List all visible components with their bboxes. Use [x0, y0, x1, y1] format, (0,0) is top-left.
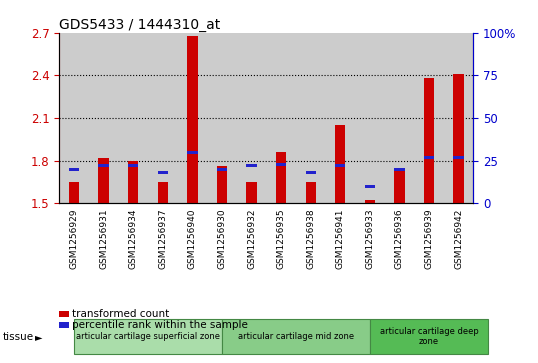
Bar [158, 182, 168, 203]
Bar [394, 168, 405, 171]
Bar [454, 74, 464, 203]
Bar [296, 33, 325, 203]
Bar [148, 33, 178, 203]
Bar [306, 182, 316, 203]
Bar [217, 166, 227, 203]
Bar [128, 164, 138, 167]
Bar [266, 33, 296, 203]
Bar [335, 125, 345, 203]
Bar [98, 164, 109, 167]
Text: percentile rank within the sample: percentile rank within the sample [72, 320, 247, 330]
Bar [454, 156, 464, 159]
Bar [325, 33, 355, 203]
Bar [217, 168, 227, 171]
Text: tissue: tissue [3, 332, 34, 342]
Text: articular cartilage mid zone: articular cartilage mid zone [238, 332, 354, 341]
Bar [98, 158, 109, 203]
Bar [365, 200, 375, 203]
Text: articular cartilage deep
zone: articular cartilage deep zone [380, 327, 478, 346]
Bar [246, 182, 257, 203]
Bar [355, 33, 385, 203]
Bar [365, 185, 375, 188]
Bar [128, 160, 138, 203]
Bar [246, 164, 257, 167]
Bar [424, 78, 434, 203]
Bar [187, 36, 197, 203]
Bar [89, 33, 118, 203]
Bar [59, 33, 89, 203]
Text: articular cartilage superficial zone: articular cartilage superficial zone [76, 332, 220, 341]
Bar [178, 33, 207, 203]
Bar [385, 33, 414, 203]
Bar [276, 152, 286, 203]
Bar [444, 33, 473, 203]
Bar [335, 164, 345, 167]
Bar [187, 151, 197, 154]
Bar [69, 182, 79, 203]
Text: ►: ► [35, 332, 43, 342]
Bar [394, 168, 405, 203]
Bar [414, 33, 444, 203]
Bar [424, 156, 434, 159]
Bar [158, 171, 168, 174]
Bar [306, 171, 316, 174]
Bar [237, 33, 266, 203]
Text: transformed count: transformed count [72, 309, 169, 319]
Bar [118, 33, 148, 203]
Bar [207, 33, 237, 203]
Text: GDS5433 / 1444310_at: GDS5433 / 1444310_at [59, 18, 221, 32]
Bar [69, 168, 79, 171]
Bar [276, 163, 286, 166]
